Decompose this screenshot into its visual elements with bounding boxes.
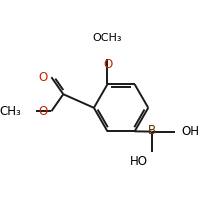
Text: O: O (39, 105, 48, 118)
Text: HO: HO (129, 155, 147, 168)
Text: B: B (147, 124, 156, 137)
Text: CH₃: CH₃ (0, 105, 21, 118)
Text: OH: OH (181, 125, 199, 138)
Text: OCH₃: OCH₃ (93, 33, 122, 43)
Text: O: O (104, 58, 113, 71)
Text: O: O (39, 71, 48, 84)
